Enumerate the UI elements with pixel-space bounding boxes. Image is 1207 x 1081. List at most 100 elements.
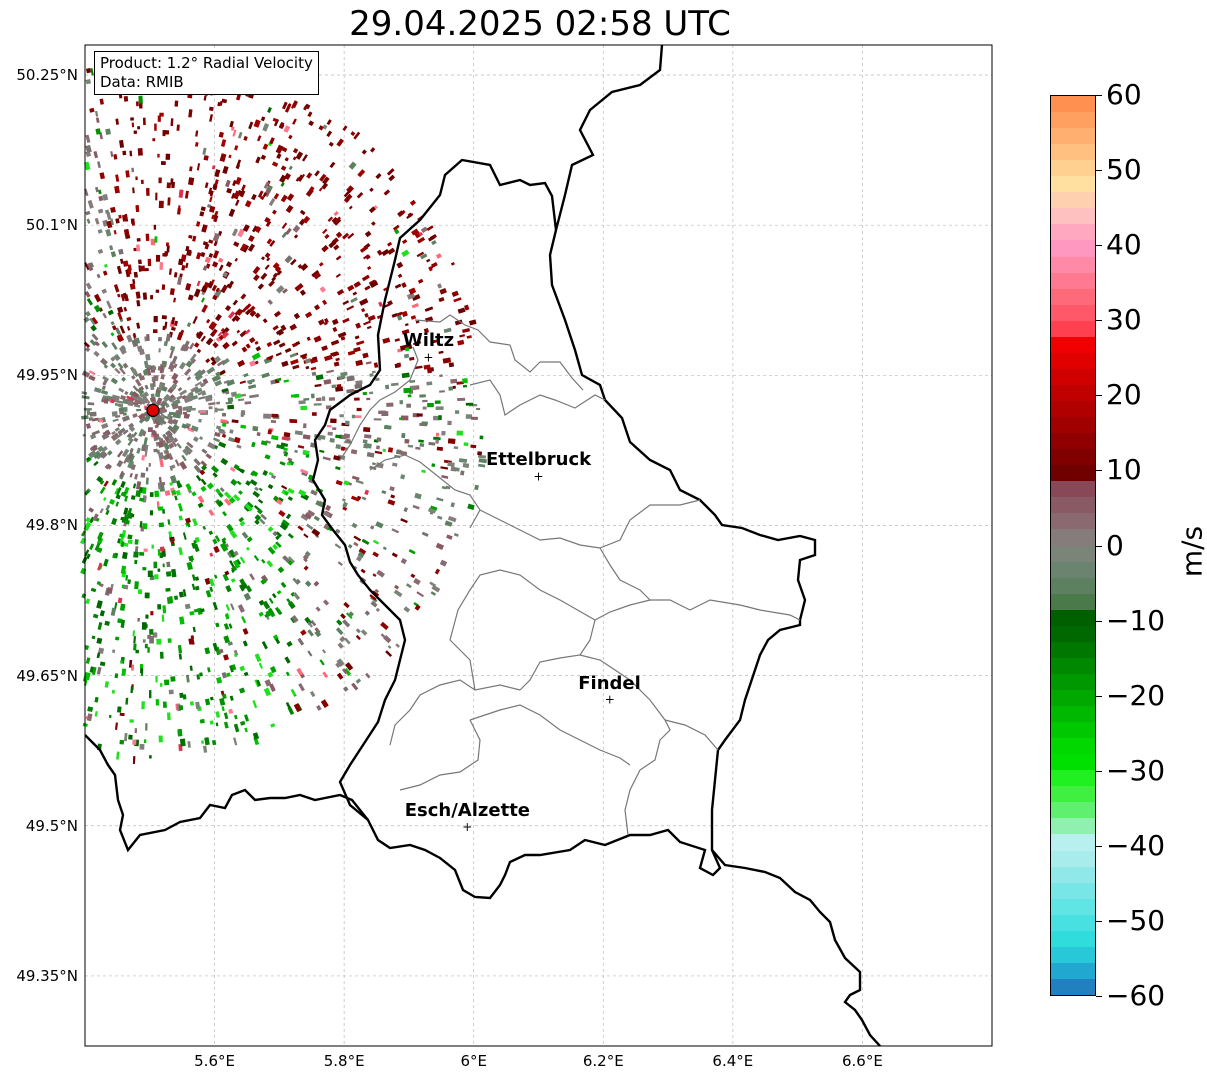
echo-gate — [159, 262, 164, 270]
echo-gate — [361, 308, 366, 313]
echo-gate — [91, 333, 99, 341]
echo-gate — [132, 385, 139, 392]
echo-gate — [404, 347, 410, 352]
echo-gate — [115, 118, 119, 125]
echo-gate — [133, 643, 137, 651]
colorbar-tick-label: −10 — [1106, 603, 1166, 637]
echo-gate — [260, 513, 268, 521]
echo-gate — [337, 331, 347, 338]
echo-gate — [272, 530, 278, 537]
echo-gate — [236, 480, 242, 486]
echo-gate — [391, 313, 398, 318]
echo-gate — [202, 265, 208, 271]
echo-gate — [186, 561, 193, 571]
echo-gate — [452, 385, 456, 389]
echo-gate — [204, 698, 211, 706]
echo-gate — [195, 221, 201, 227]
echo-gate — [222, 165, 229, 174]
echo-gate — [280, 182, 285, 187]
echo-gate — [306, 172, 313, 179]
echo-gate — [300, 468, 308, 475]
echo-gate — [369, 594, 377, 601]
echo-gate — [156, 397, 163, 406]
echo-gate — [229, 429, 234, 434]
echo-gate — [111, 411, 118, 417]
echo-gate — [157, 549, 161, 556]
echo-gate — [451, 262, 455, 266]
colorbar-tick-mark — [1096, 545, 1102, 547]
echo-gate — [239, 578, 247, 587]
echo-gate — [110, 432, 120, 441]
echo-gate — [115, 174, 120, 182]
echo-gate — [215, 336, 221, 342]
echo-gate — [145, 467, 149, 472]
echo-gate — [89, 317, 96, 326]
echo-gate — [157, 604, 161, 610]
echo-gate — [125, 170, 130, 178]
echo-gate — [436, 497, 444, 502]
echo-gate — [288, 556, 295, 563]
echo-gate — [297, 263, 303, 269]
echo-gate — [262, 318, 268, 324]
echo-gate — [206, 366, 215, 375]
echo-gate — [182, 447, 191, 456]
echo-gate — [276, 153, 282, 160]
echo-gate — [199, 469, 206, 476]
echo-gate — [228, 708, 234, 715]
echo-gate — [140, 179, 144, 184]
echo-gate — [424, 306, 434, 312]
echo-gate — [214, 431, 221, 438]
echo-gate — [138, 259, 142, 265]
echo-gate — [115, 494, 121, 500]
echo-gate — [387, 499, 396, 506]
echo-gate — [429, 234, 437, 240]
echo-gate — [382, 448, 387, 452]
echo-gate — [142, 117, 146, 126]
echo-gate — [168, 531, 173, 539]
echo-gate — [145, 353, 151, 361]
echo-gate — [150, 393, 155, 398]
echo-gate — [223, 654, 229, 661]
echo-gate — [110, 321, 115, 326]
colorbar-segment — [1051, 207, 1095, 225]
echo-gate — [177, 503, 184, 512]
echo-gate — [99, 480, 105, 485]
echo-gate — [393, 589, 403, 598]
echo-gate — [282, 555, 290, 563]
echo-gate — [404, 323, 409, 327]
echo-gate — [301, 355, 307, 360]
echo-gate — [382, 546, 387, 551]
echo-gate — [161, 284, 166, 290]
echo-gate — [378, 301, 383, 307]
echo-gate — [117, 293, 121, 298]
echo-gate — [96, 637, 103, 645]
echo-gate — [208, 402, 216, 406]
echo-gate — [205, 453, 212, 460]
echo-gate — [195, 142, 199, 147]
echo-gate — [236, 93, 242, 101]
echo-gate — [268, 280, 275, 287]
echo-gate — [381, 248, 390, 257]
echo-gate — [179, 361, 187, 370]
echo-gate — [209, 328, 218, 338]
echo-gate — [446, 534, 453, 540]
echo-gate — [292, 364, 300, 370]
echo-gate — [190, 425, 199, 432]
echo-gate — [262, 470, 269, 476]
colorbar-tick-label: −60 — [1106, 979, 1166, 1012]
echo-gate — [294, 430, 303, 436]
echo-gate — [132, 187, 135, 194]
velocity-colorbar — [1050, 95, 1096, 996]
echo-gate — [298, 683, 305, 692]
echo-gate — [400, 558, 408, 565]
echo-gate — [217, 408, 224, 411]
echo-gate — [323, 321, 328, 326]
echo-gate — [462, 384, 468, 388]
echo-gate — [98, 195, 104, 202]
echo-gate — [96, 476, 104, 483]
colorbar-segment — [1051, 159, 1095, 177]
echo-gate — [241, 346, 248, 353]
echo-gate — [141, 701, 145, 710]
echo-gate — [326, 369, 334, 374]
echo-gate — [214, 179, 219, 187]
